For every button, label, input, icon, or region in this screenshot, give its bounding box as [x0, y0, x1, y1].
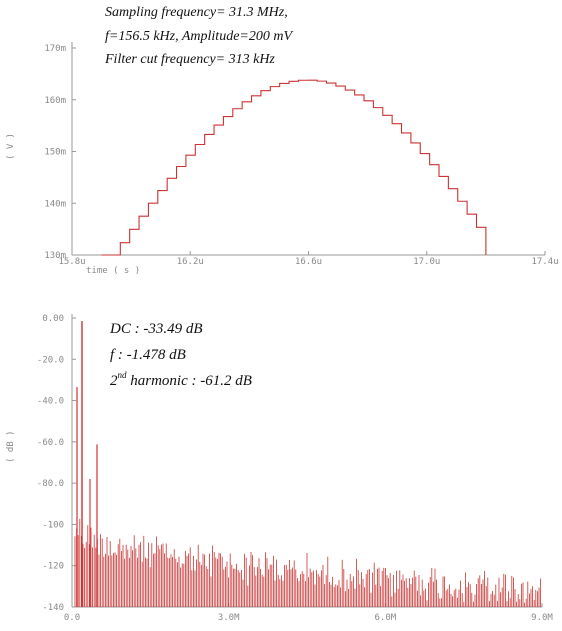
bottom-y-tick-label: -60.0	[37, 438, 64, 448]
top-x-tick-label: 16.2u	[177, 257, 204, 267]
top-x-tick-label: 17.0u	[413, 257, 440, 267]
top-y-tick-label: 150m	[44, 148, 66, 158]
top-x-tick-label: 15.8u	[58, 257, 85, 267]
top-y-tick-label: 130m	[44, 251, 66, 261]
annotation-harmonic: 2nd harmonic : -61.2 dB	[110, 370, 252, 389]
top-ylabel: ( V )	[6, 133, 16, 160]
annotation-fundamental: f : -1.478 dB	[110, 347, 186, 363]
bottom-y-tick-label: -140	[42, 603, 64, 613]
bottom-y-tick-label: -20.0	[37, 355, 64, 365]
top-x-tick-label: 17.4u	[531, 257, 558, 267]
annotation-sampling: Sampling frequency= 31.3 MHz,	[105, 5, 288, 20]
top-axes: 130m 140m 150m 160m 170m 15.8u 16.2u 16.6u 17.0u…	[44, 42, 559, 267]
bottom-y-tick-label: -80.0	[37, 479, 64, 489]
top-x-tick-label: 16.6u	[295, 257, 322, 267]
bottom-y-tick-label: -40.0	[37, 397, 64, 407]
top-annotations: Sampling frequency= 31.3 MHz, f=156.5 kH…	[104, 5, 293, 67]
bottom-y-tick-label: 0.00	[42, 314, 64, 324]
top-xlabel: time ( s )	[86, 266, 140, 276]
top-y-tick-label: 140m	[44, 199, 66, 209]
bottom-x-tick-label: 9.0M	[531, 613, 553, 623]
bottom-x-tick-label: 3.0M	[218, 613, 240, 623]
bottom-x-tick-label: 0.0	[64, 613, 80, 623]
bottom-series	[74, 321, 541, 607]
top-series	[101, 79, 487, 256]
annotation-frequency: f=156.5 kHz, Amplitude=200 mV	[105, 29, 293, 44]
bottom-ylabel: ( dB )	[6, 430, 16, 463]
top-y-tick-label: 170m	[44, 44, 66, 54]
top-y-tick-label: 160m	[44, 96, 66, 106]
bottom-y-tick-label: -120	[42, 562, 64, 572]
bottom-annotations: DC : -33.49 dB f : -1.478 dB 2nd harmoni…	[109, 321, 252, 389]
annotation-filter: Filter cut frequency= 313 kHz	[104, 52, 275, 67]
bottom-x-tick-label: 6.0M	[374, 613, 396, 623]
staircase-line	[101, 79, 487, 256]
annotation-dc: DC : -33.49 dB	[109, 321, 203, 337]
bottom-y-tick-label: -100	[42, 520, 64, 530]
